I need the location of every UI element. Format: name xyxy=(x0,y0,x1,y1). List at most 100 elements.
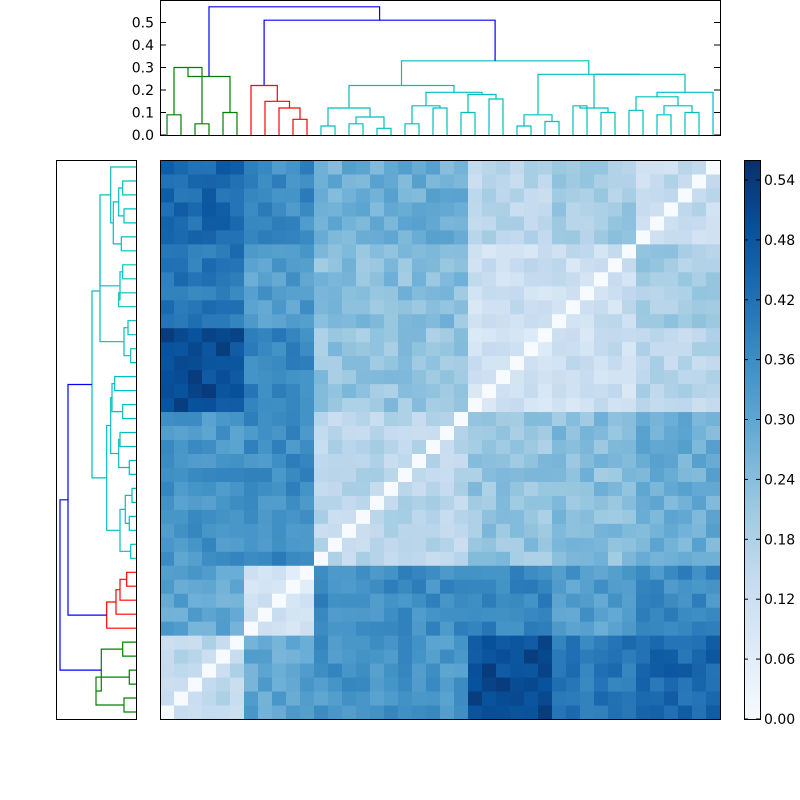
heatmap-cell xyxy=(482,160,497,175)
heatmap-cell xyxy=(552,257,567,273)
heatmap-cell xyxy=(594,299,609,315)
heatmap-cell xyxy=(370,173,385,189)
heatmap-cell xyxy=(398,607,413,622)
heatmap-cell xyxy=(566,453,581,468)
heatmap-cell xyxy=(566,495,581,510)
heatmap-cell xyxy=(678,383,693,399)
heatmap-cell xyxy=(524,537,539,552)
heatmap-cell xyxy=(524,187,539,203)
heatmap-cell xyxy=(300,621,315,636)
heatmap-cell xyxy=(440,285,455,301)
heatmap-cell xyxy=(412,621,427,636)
heatmap-cell xyxy=(468,271,483,287)
heatmap-cell xyxy=(356,313,371,329)
heatmap-cell xyxy=(664,467,679,482)
heatmap-cell xyxy=(412,551,427,566)
heatmap-cell xyxy=(552,663,567,678)
heatmap-cell xyxy=(692,439,707,454)
heatmap-cell xyxy=(594,243,609,259)
heatmap-cell xyxy=(356,705,371,720)
heatmap-cell xyxy=(342,187,357,203)
heatmap-cell xyxy=(356,663,371,678)
heatmap-cell xyxy=(580,271,595,287)
heatmap-cell xyxy=(510,425,525,440)
heatmap-cell xyxy=(426,677,441,692)
heatmap-cell xyxy=(216,355,231,371)
heatmap-cell xyxy=(580,439,595,454)
heatmap-cell xyxy=(370,327,385,343)
heatmap-cell xyxy=(286,313,301,329)
heatmap-cell xyxy=(496,271,511,287)
heatmap-cell xyxy=(328,537,343,552)
heatmap-cell xyxy=(202,691,217,706)
heatmap-cell xyxy=(594,537,609,552)
heatmap-cell xyxy=(510,201,525,217)
heatmap-cell xyxy=(636,607,651,622)
heatmap-cell xyxy=(468,677,483,692)
heatmap-cell xyxy=(244,229,259,245)
heatmap-cell xyxy=(384,383,399,399)
colorbar-tick-label: 0.36 xyxy=(764,353,795,369)
heatmap-cell xyxy=(174,173,189,189)
heatmap-cell xyxy=(202,453,217,468)
heatmap-cell xyxy=(524,397,539,413)
heatmap-cell xyxy=(160,495,175,510)
heatmap-cell xyxy=(202,565,217,580)
heatmap-cell xyxy=(650,705,665,720)
heatmap-cell xyxy=(272,313,287,329)
heatmap-cell xyxy=(202,593,217,608)
heatmap-cell xyxy=(216,481,231,496)
heatmap-cell xyxy=(440,593,455,608)
heatmap-cell xyxy=(188,481,203,496)
heatmap-cell xyxy=(356,537,371,552)
heatmap-cell xyxy=(258,663,273,678)
heatmap-cell xyxy=(482,677,497,692)
heatmap-cell xyxy=(258,705,273,720)
heatmap-cell xyxy=(314,537,329,552)
heatmap-cell xyxy=(398,173,413,189)
heatmap-cell xyxy=(692,677,707,692)
heatmap-cell xyxy=(664,285,679,301)
heatmap-cell xyxy=(622,313,637,329)
heatmap-cell xyxy=(300,467,315,482)
heatmap-cell xyxy=(370,313,385,329)
heatmap-cell xyxy=(314,341,329,357)
heatmap-cell xyxy=(440,691,455,706)
heatmap-cell xyxy=(706,663,721,678)
heatmap-cell xyxy=(356,173,371,189)
heatmap-cell xyxy=(594,215,609,231)
heatmap-cell xyxy=(188,621,203,636)
heatmap-cell xyxy=(468,160,483,175)
heatmap-cell xyxy=(174,495,189,510)
heatmap-cell xyxy=(664,537,679,552)
heatmap-cell xyxy=(622,271,637,287)
heatmap-cell xyxy=(258,635,273,650)
heatmap-cell xyxy=(510,215,525,231)
heatmap-cell xyxy=(216,327,231,343)
heatmap-cell xyxy=(692,243,707,259)
heatmap-cell xyxy=(524,481,539,496)
heatmap-cell xyxy=(552,677,567,692)
heatmap-cell xyxy=(650,607,665,622)
heatmap-cell xyxy=(678,649,693,664)
heatmap-cell xyxy=(286,523,301,538)
heatmap-cell xyxy=(440,173,455,189)
heatmap-cell xyxy=(174,369,189,385)
heatmap-cell xyxy=(496,341,511,357)
heatmap-cell xyxy=(202,313,217,329)
heatmap-cell xyxy=(244,551,259,566)
heatmap-cell xyxy=(412,313,427,329)
heatmap-cell xyxy=(538,173,553,189)
heatmap-cell xyxy=(370,229,385,245)
heatmap-cell xyxy=(216,285,231,301)
heatmap-cell xyxy=(258,509,273,524)
heatmap-cell xyxy=(468,649,483,664)
heatmap-cell xyxy=(272,201,287,217)
heatmap-cell xyxy=(300,635,315,650)
heatmap-cell xyxy=(398,355,413,371)
heatmap-cell xyxy=(608,313,623,329)
heatmap-cell xyxy=(650,495,665,510)
heatmap-cell xyxy=(426,495,441,510)
heatmap-cell xyxy=(454,705,469,720)
heatmap-cell xyxy=(622,593,637,608)
